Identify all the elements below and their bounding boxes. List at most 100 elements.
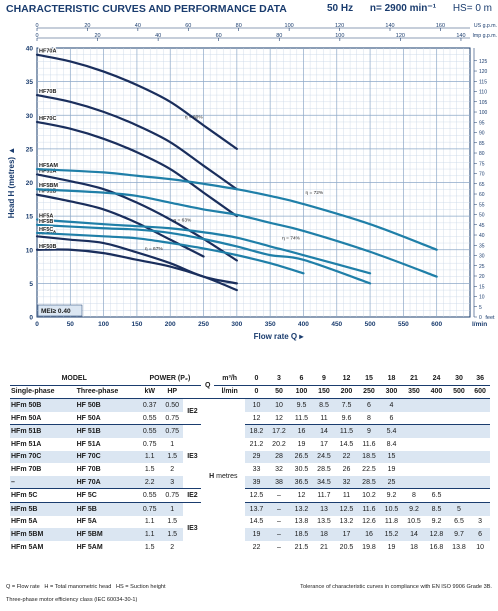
efficiency-class: IE3 — [183, 501, 202, 554]
table-row: HFm 50A HF 50A 0.55 0.75 12 12 11.5 11 9.6 8 6 — [10, 412, 490, 425]
head-value: 12.5 — [245, 488, 268, 503]
head-value — [470, 488, 490, 503]
q-lmin-cell: 600 — [470, 385, 490, 400]
q-lmin-cell: 500 — [447, 385, 471, 400]
single-phase-model: HFm 51B — [10, 424, 76, 438]
imp-gpm-tick-label: 40 — [155, 33, 161, 39]
y-tick-label: 5 — [29, 281, 33, 288]
three-phase-model: HF 70C — [75, 450, 139, 464]
head-value: 28 — [267, 450, 291, 464]
head-value: 34.5 — [312, 475, 336, 489]
head-value: 19.8 — [362, 543, 376, 551]
curve-label-hf51a: HF51A — [39, 168, 56, 174]
head-value: 12.5 — [335, 501, 358, 516]
kw-value: 0.55 — [138, 488, 161, 503]
head-value: 9.6 — [341, 414, 352, 422]
curve-hf5bm — [35, 188, 438, 278]
three-phase-model: HF 70B — [76, 465, 101, 473]
q-lmin-cell: 350 — [402, 385, 426, 400]
head-value: 5.4 — [380, 424, 403, 438]
hp-value: 0.50 — [160, 398, 184, 412]
curve-label-hf50b: HF50B — [39, 244, 56, 250]
kw-value: 0.37 — [138, 398, 161, 412]
kw-value: 2.2 — [138, 475, 161, 489]
efficiency-class: IE2 — [183, 488, 202, 503]
table-row: HFm 51A HF 51A 0.75 1 21.2 20.2 19 17 14.5 11.6 8.… — [10, 438, 490, 451]
head-value: 8 — [402, 488, 426, 503]
head-value: – — [267, 528, 291, 541]
head-value: 36.5 — [290, 475, 313, 489]
y-tick-label: 30 — [26, 113, 34, 120]
efficiency-class: IE3 — [183, 424, 202, 489]
performance-table: MODEL POWER (P₂) Q m³/h 0 3 6 9 12 15 18… — [10, 372, 490, 554]
feet-tick-label: 75 — [479, 161, 485, 167]
head-value: 32 — [275, 465, 283, 473]
head-value: 12.6 — [362, 518, 376, 526]
x-tick-label: 100 — [98, 321, 109, 328]
feet-tick-label: 60 — [479, 192, 485, 198]
imp-gpm-tick-label: 100 — [335, 33, 344, 39]
kw-value: 0.55 — [138, 424, 161, 438]
kw-value: 0.75 — [138, 501, 161, 516]
head-value: 12.8 — [425, 528, 448, 541]
feet-tick-label: 55 — [479, 202, 485, 208]
kw-value: 1.5 — [144, 543, 155, 551]
head-value: 10 — [476, 543, 485, 551]
head-value — [402, 475, 426, 489]
head-value: 26.5 — [290, 450, 313, 464]
head-value: – — [267, 501, 291, 516]
head-value — [448, 463, 471, 476]
feet-tick-label: 100 — [479, 110, 488, 116]
y-tick-label: 10 — [26, 247, 34, 254]
head-value — [403, 438, 426, 451]
head-value — [403, 463, 426, 476]
feet-tick-label: 105 — [479, 100, 488, 106]
q-m3h-cell: 30 — [447, 372, 471, 386]
head-value: 30.5 — [294, 465, 309, 473]
curve-hf5b — [35, 223, 372, 285]
head-value: 28.5 — [317, 465, 331, 473]
single-phase-model: HFm 70C — [10, 450, 76, 464]
y-tick-label: 0 — [29, 315, 33, 322]
head-value: 9.2 — [380, 488, 403, 503]
q-lmin-cell: 300 — [380, 385, 403, 400]
feet-tick-label: 30 — [479, 254, 485, 260]
head-value: 11.6 — [362, 440, 376, 448]
imp-gpm-axis-label: Imp g.p.m. — [472, 33, 497, 39]
head-value: 17 — [320, 440, 328, 448]
head-value — [470, 412, 490, 425]
kw-value: 1.5 — [144, 465, 155, 473]
feet-tick-label: 40 — [479, 233, 485, 239]
operating-conditions: 50 Hz n= 2900 min⁻¹ HS= 0 m — [313, 3, 492, 14]
head-value: 13 — [312, 501, 336, 516]
head-value: 21.2 — [249, 440, 264, 448]
curve-label-hf5bm: HF5BM — [39, 183, 58, 189]
x-tick-label: 400 — [298, 321, 309, 328]
head-value — [447, 424, 471, 438]
q-m3h-cell: 21 — [402, 372, 426, 386]
kw-header: kW — [138, 385, 161, 400]
head-value: 28.5 — [357, 475, 381, 489]
head-value: 26 — [342, 465, 351, 473]
head-value — [470, 475, 490, 489]
page-title: CHARACTERISTIC CURVES AND PERFORMANCE DA… — [6, 3, 287, 15]
three-phase-model: HF 5AM — [76, 543, 103, 551]
head-value: 17.2 — [267, 424, 291, 438]
head-value: 14.5 — [339, 440, 354, 448]
legend-q: Q = Flow rate — [6, 584, 40, 590]
head-value: 19 — [245, 528, 268, 541]
curve-label-hf51b: HF51B — [39, 189, 56, 195]
head-unit: metres — [214, 472, 238, 480]
q-m3h-cell: 24 — [425, 372, 448, 386]
x-tick-label: 150 — [131, 321, 142, 328]
feet-tick-label: 15 — [479, 284, 485, 290]
hp-value: 3 — [160, 475, 184, 489]
footer-legend: Q = Flow rate H = Total manometric head … — [6, 584, 492, 590]
head-value: 19 — [387, 543, 396, 551]
head-value: – — [277, 518, 281, 526]
mei-badge: MEI≥ 0.40 — [37, 304, 83, 317]
head-value — [448, 412, 471, 425]
feet-tick-label: 50 — [479, 213, 485, 219]
hp-value: 1.5 — [160, 528, 184, 541]
q-lmin-cell: 200 — [335, 385, 358, 400]
